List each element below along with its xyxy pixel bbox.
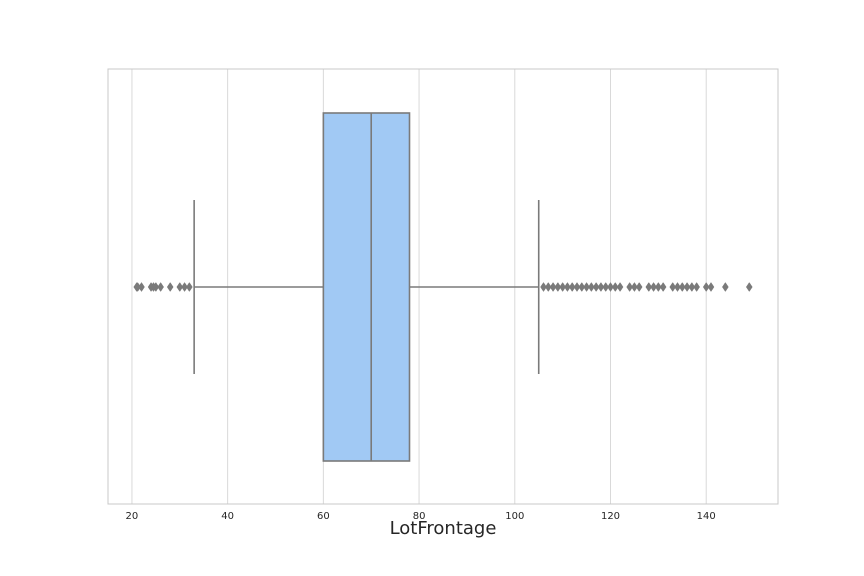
outlier-point bbox=[166, 282, 174, 292]
outlier-point bbox=[688, 282, 696, 292]
outlier-point bbox=[157, 282, 164, 292]
outlier-point bbox=[626, 282, 633, 292]
x-tick-label: 20 bbox=[126, 511, 139, 522]
outlier-point bbox=[674, 282, 681, 292]
outlier-point bbox=[702, 282, 710, 292]
outlier-point bbox=[578, 282, 586, 292]
outlier-point bbox=[602, 282, 610, 292]
x-tick-label: 80 bbox=[413, 511, 426, 522]
outlier-point bbox=[152, 282, 160, 292]
outlier-point bbox=[678, 282, 686, 292]
x-tick-label: 120 bbox=[601, 511, 620, 522]
outlier-point bbox=[544, 282, 552, 292]
outlier-point bbox=[573, 282, 581, 292]
outlier-point bbox=[554, 282, 562, 292]
outlier-point bbox=[659, 282, 667, 292]
x-tick-labels: 20 40 60 80 100 120 140 bbox=[126, 511, 716, 522]
x-tick-label: 140 bbox=[697, 511, 716, 522]
outlier-point bbox=[655, 282, 662, 292]
x-tick-label: 60 bbox=[317, 511, 330, 522]
plot-frame bbox=[107, 68, 779, 505]
outlier-point bbox=[650, 282, 657, 292]
outlier-point bbox=[583, 282, 590, 292]
outlier-point bbox=[693, 282, 700, 292]
outlier-point bbox=[176, 282, 184, 292]
outlier-point bbox=[722, 282, 729, 292]
outlier-point bbox=[635, 282, 643, 292]
outlier-point bbox=[597, 282, 605, 292]
outlier-point bbox=[683, 282, 691, 292]
outlier-point bbox=[707, 282, 715, 292]
outlier-point bbox=[611, 282, 619, 292]
x-tick-label: 100 bbox=[505, 511, 524, 522]
outlier-point bbox=[645, 282, 653, 292]
outlier-point bbox=[745, 282, 753, 292]
box-group bbox=[193, 112, 540, 462]
x-tick-label: 40 bbox=[221, 511, 234, 522]
outlier-point bbox=[588, 282, 595, 292]
outlier-point bbox=[540, 282, 547, 292]
outlier-point bbox=[631, 282, 638, 292]
outlier-point bbox=[592, 282, 600, 292]
outlier-point bbox=[181, 282, 188, 292]
x-axis-title: LotFrontage bbox=[390, 518, 497, 539]
outlier-point bbox=[559, 282, 566, 292]
outlier-point bbox=[568, 282, 576, 292]
outlier-point bbox=[138, 282, 145, 292]
outlier-point bbox=[669, 282, 677, 292]
outlier-point bbox=[564, 282, 571, 292]
outlier-point bbox=[607, 282, 614, 292]
outlier-point bbox=[616, 282, 624, 292]
outlier-point bbox=[549, 282, 557, 292]
outlier-group bbox=[133, 282, 753, 292]
outlier-point bbox=[186, 282, 193, 292]
iqr-box bbox=[322, 112, 411, 462]
